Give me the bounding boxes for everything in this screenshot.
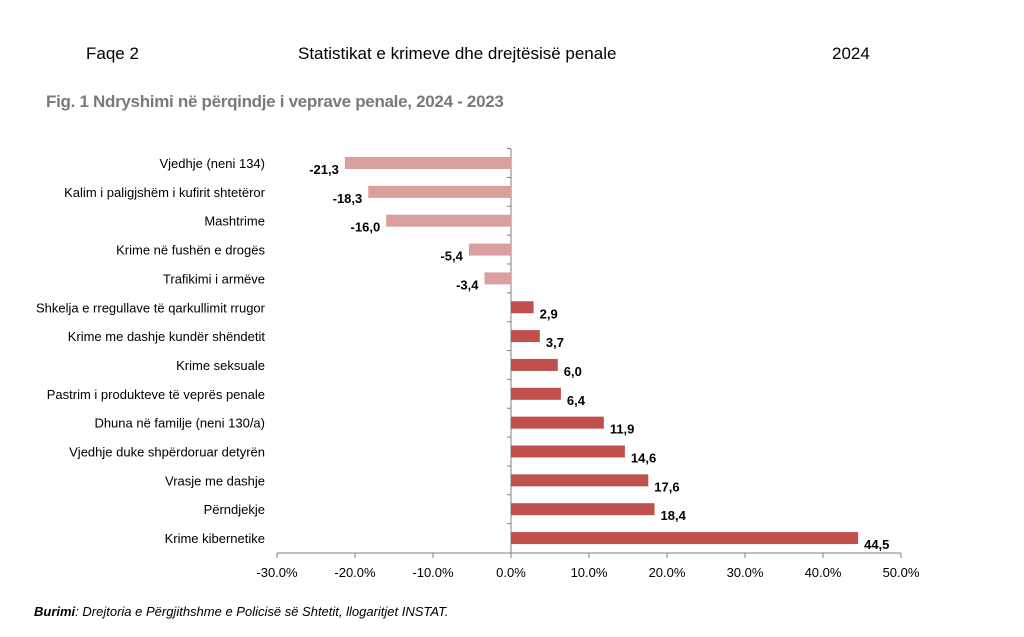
category-label: Krime kibernetike <box>165 531 265 546</box>
bar <box>511 532 859 545</box>
category-label: Vjedhje duke shpërdoruar detyrën <box>69 445 265 460</box>
x-tick-label: 50.0% <box>883 565 920 580</box>
bar <box>511 416 604 429</box>
data-label: -16,0 <box>351 220 381 235</box>
category-label: Krime seksuale <box>176 358 265 373</box>
category-label: Përndjekje <box>204 502 265 517</box>
category-label: Pastrim i produkteve të veprës penale <box>47 387 265 402</box>
data-label: 11,9 <box>610 422 635 437</box>
category-label: Dhuna në familje (neni 130/a) <box>94 416 265 431</box>
bar <box>511 503 655 516</box>
data-label: -21,3 <box>309 162 339 177</box>
data-label: 17,6 <box>654 479 679 494</box>
x-tick-label: -30.0% <box>256 565 298 580</box>
data-label: 6,4 <box>567 393 586 408</box>
x-tick-label: 10.0% <box>571 565 608 580</box>
document-title: Statistikat e krimeve dhe drejtësisë pen… <box>298 44 617 63</box>
bar <box>368 185 511 198</box>
data-label: -5,4 <box>440 249 463 264</box>
x-tick-label: 40.0% <box>805 565 842 580</box>
figure-title: Fig. 1 Ndryshimi në përqindje i veprave … <box>46 92 504 111</box>
category-label: Mashtrime <box>204 214 265 229</box>
data-label: 3,7 <box>546 335 564 350</box>
category-label: Trafikimi i armëve <box>163 271 265 286</box>
x-tick-label: 20.0% <box>649 565 686 580</box>
bar <box>484 272 511 285</box>
data-label: -18,3 <box>333 191 363 206</box>
bar <box>511 358 558 371</box>
data-label: 6,0 <box>564 364 582 379</box>
bar <box>511 330 540 343</box>
category-label: Krime në fushën e drogës <box>116 243 265 258</box>
data-label: 2,9 <box>540 306 558 321</box>
category-label: Vjedhje (neni 134) <box>159 156 265 171</box>
x-tick-label: 0.0% <box>496 565 526 580</box>
source-note: Burimi: Drejtoria e Përgjithshme e Polic… <box>34 604 448 619</box>
x-tick-label: 30.0% <box>727 565 764 580</box>
category-label: Krime me dashje kundër shëndetit <box>68 329 266 344</box>
category-label: Shkelja e rregullave të qarkullimit rrug… <box>36 300 266 315</box>
x-tick-label: -10.0% <box>412 565 454 580</box>
data-label: 18,4 <box>661 508 687 523</box>
data-label: 14,6 <box>631 451 656 466</box>
category-label: Kalim i paligjshëm i kufirit shtetëror <box>64 185 266 200</box>
bar <box>344 157 511 169</box>
page-number: Faqe 2 <box>86 44 139 63</box>
source-text: : Drejtoria e Përgjithshme e Policisë së… <box>75 604 449 619</box>
bar <box>511 474 649 487</box>
bar <box>511 301 534 314</box>
bar <box>511 387 561 400</box>
category-label: Vrasje me dashje <box>165 473 265 488</box>
document-year: 2024 <box>832 44 870 63</box>
bar <box>511 445 625 458</box>
data-label: 44,5 <box>864 537 889 552</box>
x-tick-label: -20.0% <box>334 565 376 580</box>
data-label: -3,4 <box>456 277 479 292</box>
source-label: Burimi <box>34 604 76 619</box>
bar <box>468 243 511 256</box>
bar <box>386 214 511 227</box>
